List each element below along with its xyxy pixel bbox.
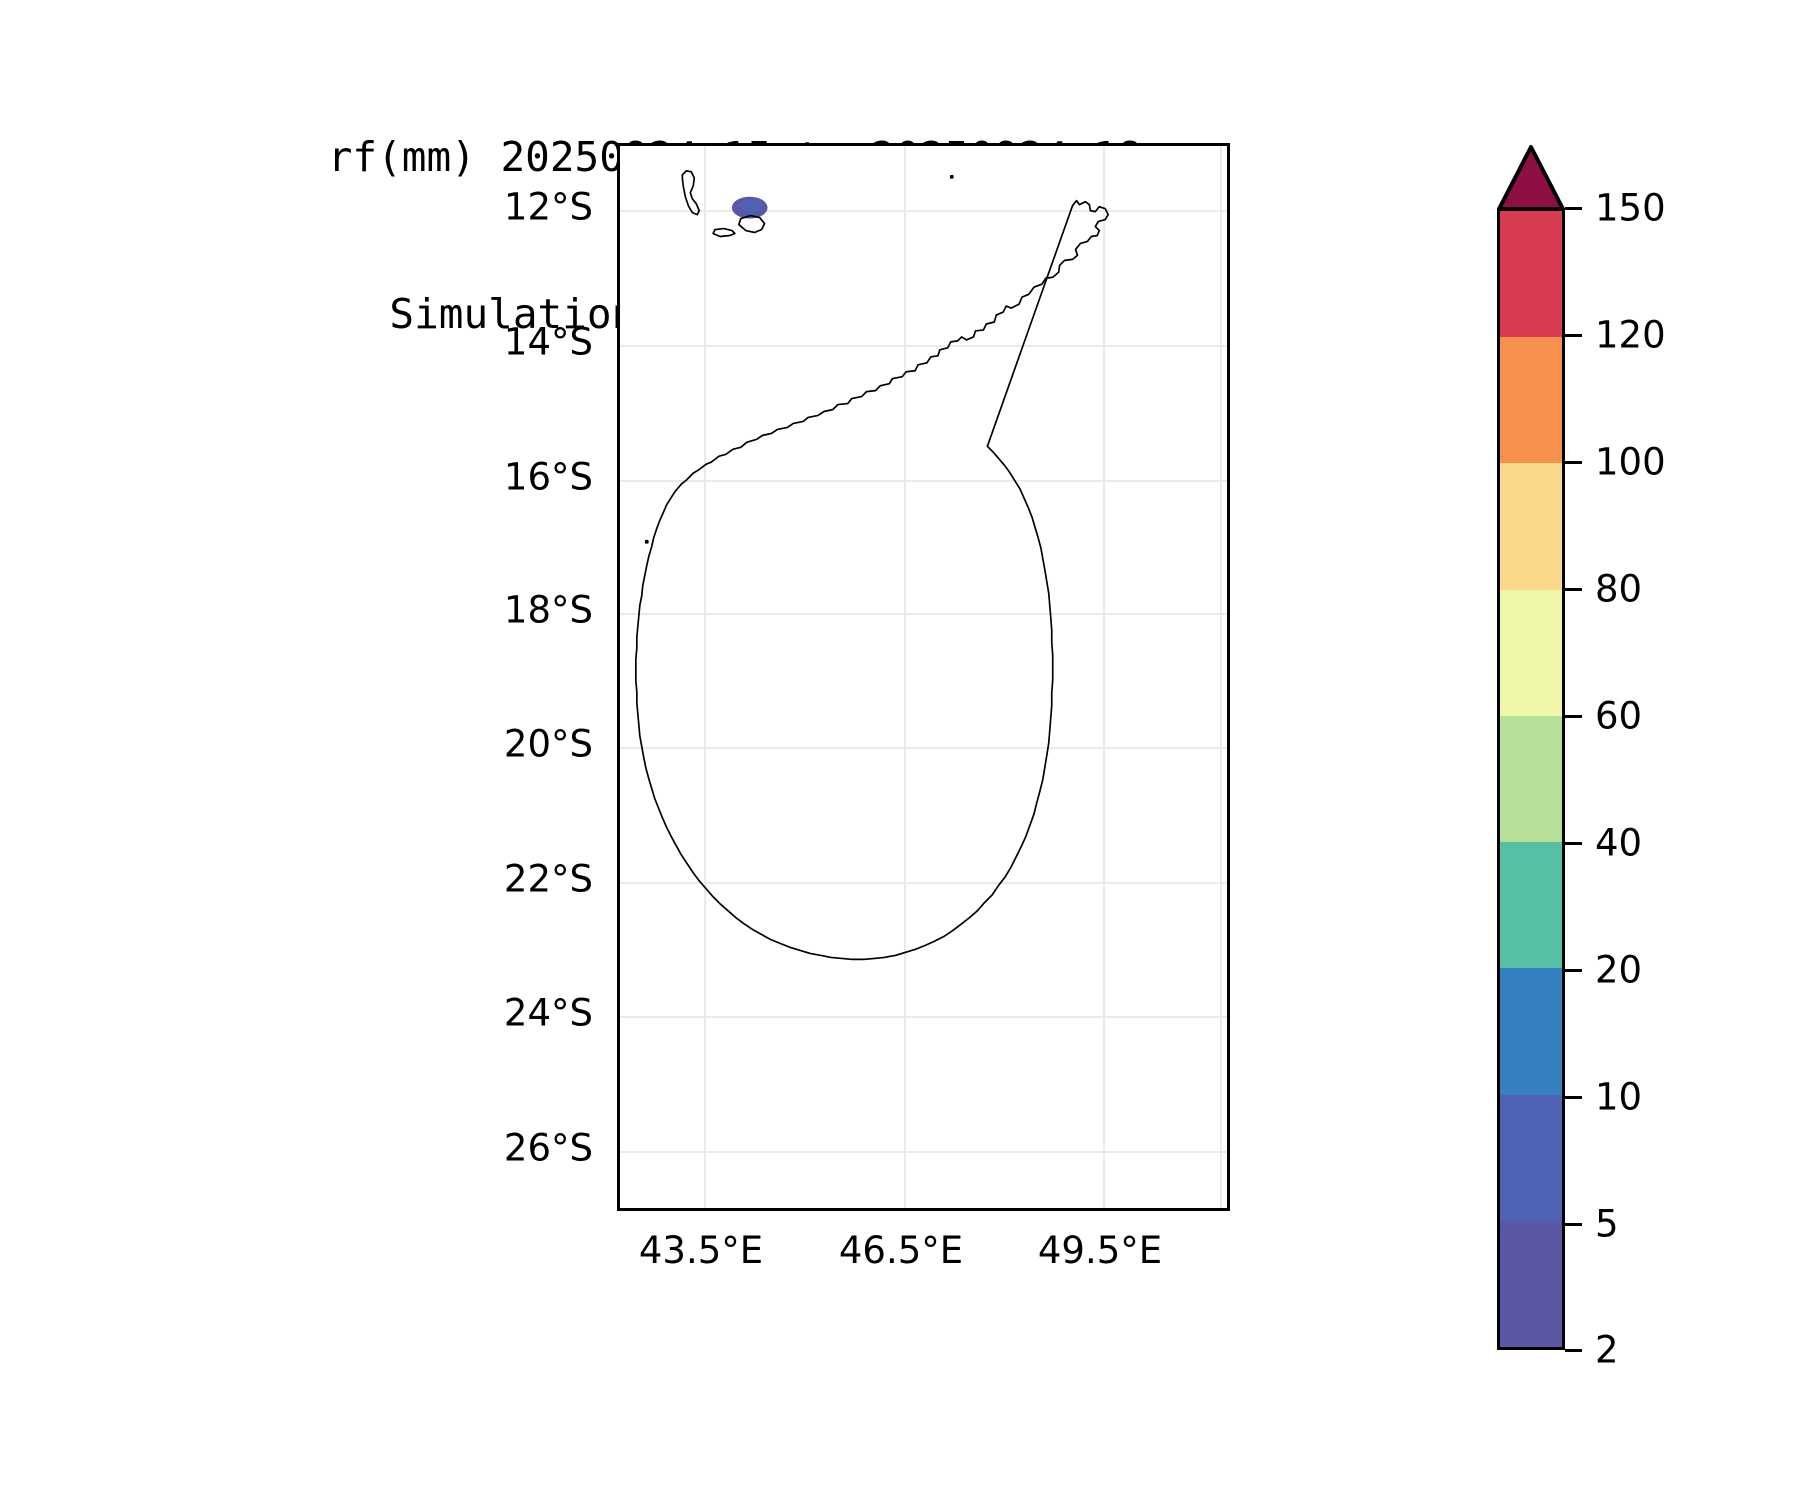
coastline-layer bbox=[635, 170, 1110, 961]
colorbar-tick-label-2: 100 bbox=[1595, 440, 1666, 484]
colorbar-segment-3 bbox=[1500, 842, 1562, 969]
gridline-horizontal-4 bbox=[620, 747, 1227, 749]
madagascar-coastline bbox=[635, 199, 1110, 961]
y-tick-label-7: 26°S bbox=[503, 1126, 593, 1170]
colorbar-segment-4 bbox=[1500, 715, 1562, 843]
colorbar-tick-mark-4 bbox=[1565, 714, 1582, 718]
colorbar-tick-mark-2 bbox=[1565, 460, 1582, 464]
y-tick-label-5: 22°S bbox=[503, 857, 593, 901]
rainfall-patch-mayotte-core bbox=[740, 199, 763, 213]
colorbar-tick-mark-5 bbox=[1565, 841, 1582, 845]
colorbar-tick-label-8: 5 bbox=[1595, 1202, 1619, 1246]
colorbar-segment-8 bbox=[1500, 211, 1562, 338]
colorbar-tick-mark-0 bbox=[1565, 206, 1582, 210]
colorbar-segment-0 bbox=[1500, 1220, 1562, 1347]
colorbar-tick-label-1: 120 bbox=[1595, 313, 1666, 357]
x-tick-label-2: 49.5°E bbox=[1037, 1229, 1163, 1272]
colorbar-segment-1 bbox=[1500, 1094, 1562, 1221]
y-tick-label-1: 14°S bbox=[503, 320, 593, 364]
colorbar-tick-label-6: 20 bbox=[1595, 948, 1643, 992]
colorbar-gradient bbox=[1497, 208, 1565, 1350]
colorbar: 150 120 100 80 60 40 20 10 5 2 bbox=[1497, 145, 1666, 1372]
colorbar-tick-mark-3 bbox=[1565, 587, 1582, 591]
colorbar-tick-label-9: 2 bbox=[1595, 1328, 1619, 1372]
colorbar-segment-7 bbox=[1500, 337, 1562, 464]
colorbar-tick-label-0: 150 bbox=[1595, 186, 1666, 230]
gridline-vertical-1 bbox=[904, 146, 906, 1208]
gridline-horizontal-7 bbox=[620, 1151, 1227, 1153]
gridline-horizontal-6 bbox=[620, 1016, 1227, 1018]
x-tick-label-0: 43.5°E bbox=[638, 1229, 764, 1272]
colorbar-tick-mark-1 bbox=[1565, 333, 1582, 337]
colorbar-tick-label-3: 80 bbox=[1595, 567, 1643, 611]
island-moheli bbox=[712, 227, 736, 238]
y-tick-label-0: 12°S bbox=[503, 185, 593, 229]
colorbar-segment-5 bbox=[1500, 589, 1562, 716]
islet-dot-west bbox=[644, 539, 649, 544]
colorbar-tick-label-7: 10 bbox=[1595, 1075, 1643, 1119]
colorbar-extend-arrow-icon bbox=[1497, 145, 1565, 211]
y-tick-label-3: 18°S bbox=[503, 588, 593, 632]
x-tick-label-1: 46.5°E bbox=[838, 1229, 964, 1272]
gridline-horizontal-1 bbox=[620, 345, 1227, 347]
gridline-horizontal-5 bbox=[620, 882, 1227, 884]
y-tick-label-6: 24°S bbox=[503, 991, 593, 1035]
gridline-horizontal-0 bbox=[620, 210, 1227, 212]
colorbar-segment-2 bbox=[1500, 968, 1562, 1095]
colorbar-tick-mark-6 bbox=[1565, 968, 1582, 972]
gridline-horizontal-3 bbox=[620, 613, 1227, 615]
colorbar-tick-label-5: 40 bbox=[1595, 821, 1643, 865]
colorbar-tick-label-4: 60 bbox=[1595, 694, 1643, 738]
y-tick-label-4: 20°S bbox=[503, 722, 593, 766]
colorbar-segment-6 bbox=[1500, 463, 1562, 590]
gridline-vertical-2 bbox=[1103, 146, 1105, 1208]
gridline-vertical-0 bbox=[704, 146, 706, 1208]
colorbar-tick-mark-9 bbox=[1565, 1348, 1582, 1352]
island-grande-comore bbox=[681, 170, 701, 216]
gridline-vertical-3 bbox=[1220, 146, 1222, 1208]
colorbar-tick-mark-8 bbox=[1565, 1222, 1582, 1226]
island-mayotte bbox=[737, 214, 766, 234]
y-tick-label-2: 16°S bbox=[503, 455, 593, 499]
map-axes bbox=[617, 143, 1230, 1211]
colorbar-tick-mark-7 bbox=[1565, 1095, 1582, 1099]
islet-dot bbox=[949, 174, 954, 179]
gridline-horizontal-2 bbox=[620, 480, 1227, 482]
